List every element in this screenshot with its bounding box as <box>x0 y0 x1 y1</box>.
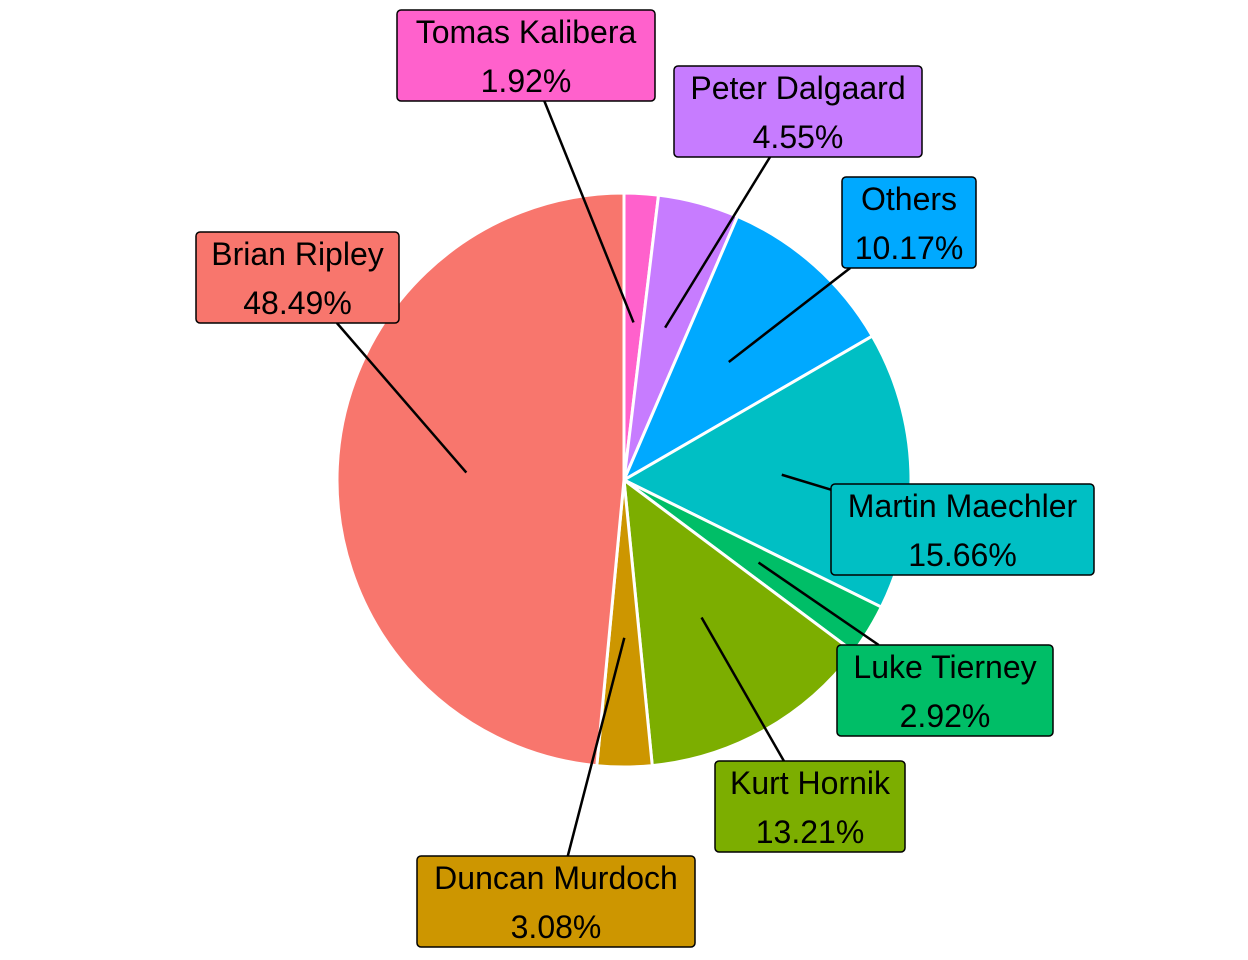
label-box-brian-ripley <box>195 231 400 324</box>
label-value-duncan-murdoch: 3.08% <box>511 909 602 945</box>
leader-line-others <box>728 267 851 363</box>
pie-slices <box>335 191 913 769</box>
label-value-martin-maechler: 15.66% <box>908 537 1017 573</box>
leader-line-tomas-kalibera <box>543 100 635 323</box>
label-value-luke-tierney: 2.92% <box>900 698 991 734</box>
label-box-peter-dalgaard <box>673 65 923 158</box>
leader-line-luke-tierney <box>757 561 880 647</box>
label-value-tomas-kalibera: 1.92% <box>481 63 572 99</box>
label-name-martin-maechler: Martin Maechler <box>848 488 1078 524</box>
leader-line-peter-dalgaard <box>664 156 772 329</box>
label-box-others <box>841 176 977 269</box>
label-brian-ripley: Brian Ripley 48.49% <box>195 231 400 324</box>
label-box-luke-tierney <box>836 644 1054 737</box>
label-box-kurt-hornik <box>714 760 906 853</box>
label-martin-maechler: Martin Maechler 15.66% <box>830 483 1095 576</box>
leader-line-kurt-hornik <box>700 616 785 762</box>
leader-line-martin-maechler <box>781 473 832 491</box>
label-box-tomas-kalibera <box>396 9 656 102</box>
label-value-brian-ripley: 48.49% <box>243 285 352 321</box>
label-box-martin-maechler <box>830 483 1095 576</box>
label-kurt-hornik: Kurt Hornik 13.21% <box>714 760 906 853</box>
label-value-others: 10.17% <box>855 230 964 266</box>
leader-line-duncan-murdoch <box>566 637 626 857</box>
label-value-kurt-hornik: 13.21% <box>756 814 865 850</box>
label-duncan-murdoch: Duncan Murdoch 3.08% <box>416 855 696 948</box>
label-name-duncan-murdoch: Duncan Murdoch <box>434 860 678 896</box>
label-name-peter-dalgaard: Peter Dalgaard <box>690 70 905 106</box>
label-peter-dalgaard: Peter Dalgaard 4.55% <box>673 65 923 158</box>
label-name-tomas-kalibera: Tomas Kalibera <box>416 14 637 50</box>
label-name-others: Others <box>861 181 957 217</box>
label-tomas-kalibera: Tomas Kalibera 1.92% <box>396 9 656 102</box>
label-name-kurt-hornik: Kurt Hornik <box>730 765 891 801</box>
leader-lines <box>335 100 880 857</box>
label-luke-tierney: Luke Tierney 2.92% <box>836 644 1054 737</box>
label-name-luke-tierney: Luke Tierney <box>853 649 1036 685</box>
label-box-duncan-murdoch <box>416 855 696 948</box>
slice-brian-ripley <box>335 191 626 768</box>
label-others: Others 10.17% <box>841 176 977 269</box>
label-name-brian-ripley: Brian Ripley <box>211 236 384 272</box>
leader-line-brian-ripley <box>335 322 468 474</box>
slice-labels: Tomas Kalibera 1.92% Peter Dalgaard 4.55% Ot… <box>195 9 1095 948</box>
label-value-peter-dalgaard: 4.55% <box>753 119 844 155</box>
